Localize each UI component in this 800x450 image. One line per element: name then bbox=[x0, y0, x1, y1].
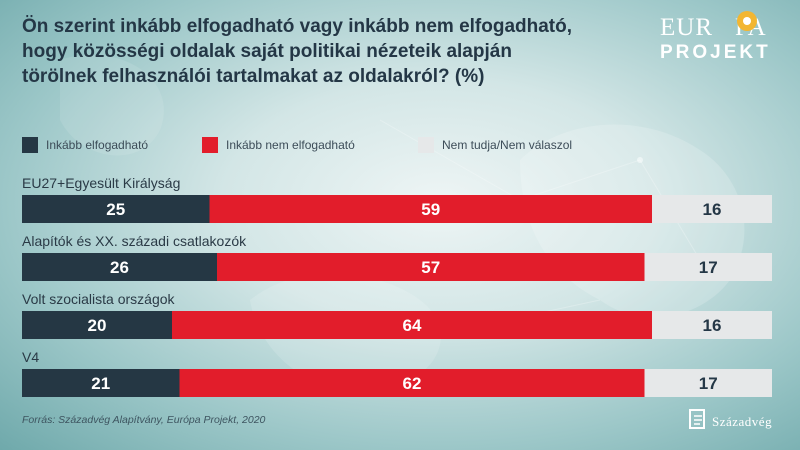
category-label: V4 bbox=[22, 349, 39, 365]
bar-segment bbox=[179, 369, 645, 397]
bar-segment bbox=[22, 369, 180, 397]
bar-segment bbox=[652, 311, 772, 339]
legend-label-1: Inkább elfogadható bbox=[46, 138, 149, 152]
bar-segment bbox=[22, 311, 172, 339]
logo-text-top: EUR bbox=[660, 14, 713, 41]
chart-title: Ön szerint inkább elfogadható vagy inkáb… bbox=[22, 16, 573, 87]
bar-value-label: 26 bbox=[110, 258, 129, 277]
legend-swatch-1 bbox=[22, 137, 38, 153]
logo-text-bottom: PROJEKT bbox=[660, 42, 771, 63]
bar-value-label: 64 bbox=[403, 316, 422, 335]
legend-swatch-2 bbox=[202, 137, 218, 153]
category-label: Alapítók és XX. századi csatlakozók bbox=[22, 233, 247, 249]
bar-value-label: 20 bbox=[88, 316, 107, 335]
bar-segment bbox=[22, 195, 210, 223]
bar-value-label: 17 bbox=[699, 258, 718, 277]
legend-label-2: Inkább nem elfogadható bbox=[226, 138, 355, 152]
legend-swatch-3 bbox=[418, 137, 434, 153]
bar-value-label: 57 bbox=[421, 258, 440, 277]
bar-segment bbox=[172, 311, 652, 339]
bar-value-label: 16 bbox=[703, 316, 722, 335]
category-label: EU27+Egyesült Királyság bbox=[22, 175, 180, 191]
bar-segment bbox=[209, 195, 652, 223]
bar-segment bbox=[644, 369, 772, 397]
bar-segment bbox=[217, 253, 645, 281]
map-pin-icon bbox=[737, 11, 757, 31]
bar-segment bbox=[22, 253, 217, 281]
bar-segment bbox=[652, 195, 772, 223]
category-label: Volt szocialista országok bbox=[22, 291, 176, 307]
legend-label-3: Nem tudja/Nem válaszol bbox=[442, 138, 573, 152]
source-note: Forrás: Századvég Alapítvány, Európa Pro… bbox=[22, 414, 266, 426]
bar-value-label: 62 bbox=[403, 374, 422, 393]
bar-value-label: 16 bbox=[703, 200, 722, 219]
brand-name: Századvég bbox=[712, 414, 773, 429]
bar-value-label: 59 bbox=[421, 200, 440, 219]
szazadveg-brand: Századvég bbox=[688, 408, 792, 434]
europa-projekt-logo: EURPA PROJEKT bbox=[652, 11, 792, 66]
bar-value-label: 21 bbox=[91, 374, 110, 393]
szazadveg-logo-icon bbox=[689, 409, 705, 429]
bar-value-label: 17 bbox=[699, 374, 718, 393]
bar-segment bbox=[644, 253, 772, 281]
bar-value-label: 25 bbox=[106, 200, 125, 219]
